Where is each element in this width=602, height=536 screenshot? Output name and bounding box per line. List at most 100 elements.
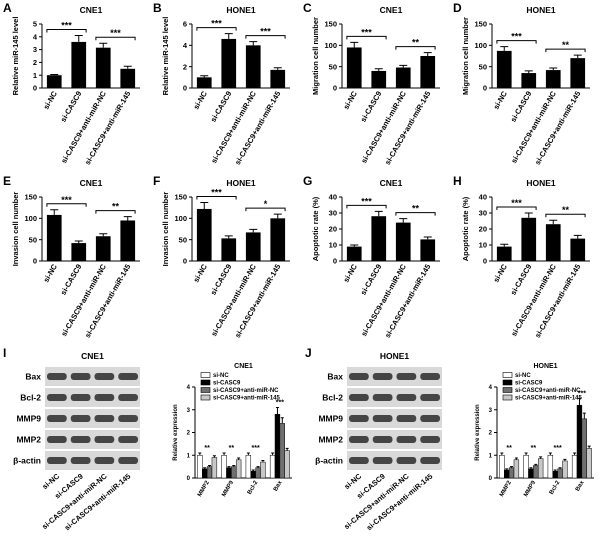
- blot-band: [94, 436, 115, 443]
- legend-label: si-CASC9+anti-miR-NC: [213, 388, 279, 394]
- bar: [120, 220, 136, 261]
- panel-letter: J: [305, 346, 312, 360]
- bar: [46, 214, 62, 261]
- y-tick-label: 4: [187, 385, 191, 391]
- bar: [255, 467, 261, 479]
- y-tick-label: 0: [33, 84, 37, 93]
- error-bar: [514, 457, 518, 460]
- error-bar: [350, 244, 359, 247]
- significance-label: *: [264, 199, 268, 209]
- error-bar: [577, 397, 581, 406]
- bar: [395, 67, 411, 88]
- chart-title: CNE1: [234, 363, 253, 370]
- significance-bracket: [46, 29, 87, 33]
- blot-band: [372, 457, 393, 464]
- significance-bracket: [95, 36, 136, 41]
- y-tick-label: 40: [329, 193, 337, 202]
- blot-row-label: Bcl-2: [322, 393, 343, 403]
- error-bar: [548, 452, 552, 456]
- blot-title: HONE1: [380, 351, 410, 361]
- blot-strip: [45, 367, 140, 386]
- y-axis-label: Relative miR-145 level: [11, 17, 20, 96]
- y-tick-label: 100: [324, 41, 337, 50]
- y-tick-label: 150: [174, 193, 187, 202]
- error-bar: [399, 218, 408, 223]
- significance-bracket: [346, 204, 387, 209]
- significance-bracket: [496, 40, 537, 44]
- significance-label: **: [204, 445, 210, 452]
- chart-title: HONE1: [226, 178, 256, 188]
- bar: [95, 47, 111, 88]
- blot-band: [47, 436, 67, 443]
- legend-label: si-NC: [515, 373, 531, 379]
- x-tick-label: si-CASC9+anti-miR-145: [383, 90, 433, 167]
- significance-label: ***: [211, 19, 222, 29]
- significance-label: **: [506, 445, 512, 452]
- chart-title: CNE1: [380, 178, 403, 188]
- error-bar: [249, 228, 258, 233]
- error-bar: [549, 67, 558, 71]
- bar: [284, 450, 290, 479]
- bar: [279, 423, 285, 479]
- bar: [570, 58, 586, 88]
- blot-title: CNE1: [81, 351, 104, 361]
- blot-strip: [347, 388, 442, 407]
- error-bar: [50, 209, 59, 215]
- error-bar: [261, 459, 265, 463]
- blot-band: [94, 415, 115, 422]
- panel-letter: F: [153, 174, 160, 188]
- blot-band: [118, 436, 138, 443]
- blot-strip: [347, 451, 442, 470]
- significance-bracket: [245, 35, 286, 39]
- error-bar: [237, 457, 241, 460]
- error-bar: [423, 52, 432, 56]
- legend-label: si-CASC9+anti-miR-145: [213, 396, 281, 402]
- significance-bracket: [496, 206, 537, 210]
- legend-swatch: [200, 379, 211, 386]
- error-bar: [563, 458, 567, 461]
- x-tick-label: Bax: [273, 479, 284, 492]
- x-tick-label: si-NC: [491, 89, 509, 111]
- legend-swatch: [502, 379, 513, 386]
- error-bar: [273, 67, 282, 70]
- blot-row-label: MMP9: [318, 414, 343, 424]
- x-tick-label: Bcl-2: [549, 479, 562, 495]
- bar: [250, 470, 256, 479]
- error-bar: [200, 202, 209, 209]
- bar: [235, 459, 242, 479]
- y-tick-label: 4: [489, 385, 493, 391]
- blot-band: [349, 394, 369, 401]
- blot-strip: [45, 451, 140, 470]
- y-tick-label: 0: [333, 257, 337, 266]
- y-tick-label: 4: [183, 41, 188, 50]
- bar: [499, 455, 505, 479]
- bar: [221, 455, 227, 479]
- significance-label: **: [562, 40, 570, 50]
- x-tick-label: MMP9: [221, 479, 235, 498]
- legend-swatch: [200, 372, 211, 378]
- x-tick-label: si-CASC9+anti-miR-145: [83, 263, 133, 340]
- panel-letter: G: [303, 174, 312, 188]
- y-tick-label: 4: [33, 32, 38, 41]
- error-bar: [374, 210, 383, 217]
- significance-label: ***: [260, 27, 271, 37]
- y-axis-label: Relative miR-145 level: [161, 17, 170, 96]
- x-tick-label: si-CASC9+anti-miR-NC: [509, 262, 558, 338]
- blot-band: [349, 415, 369, 422]
- blot-band: [420, 373, 440, 380]
- blot-band: [349, 436, 369, 443]
- legend-label: si-CASC9: [515, 381, 543, 387]
- y-tick-label: 10: [329, 241, 337, 250]
- x-tick-label: si-CASC9+anti-miR-145: [83, 90, 133, 167]
- x-tick-label: si-CASC9+anti-miR-NC: [509, 89, 558, 165]
- blot-band: [94, 394, 115, 401]
- bar: [562, 460, 568, 479]
- panel-letter: B: [153, 1, 162, 15]
- bar: [231, 466, 237, 479]
- legend-swatch: [502, 394, 513, 401]
- y-tick-label: 30: [329, 209, 337, 218]
- blot-band: [420, 415, 440, 422]
- legend-swatch: [502, 372, 513, 378]
- error-bar: [539, 456, 543, 459]
- x-tick-label: si-NC: [341, 262, 359, 284]
